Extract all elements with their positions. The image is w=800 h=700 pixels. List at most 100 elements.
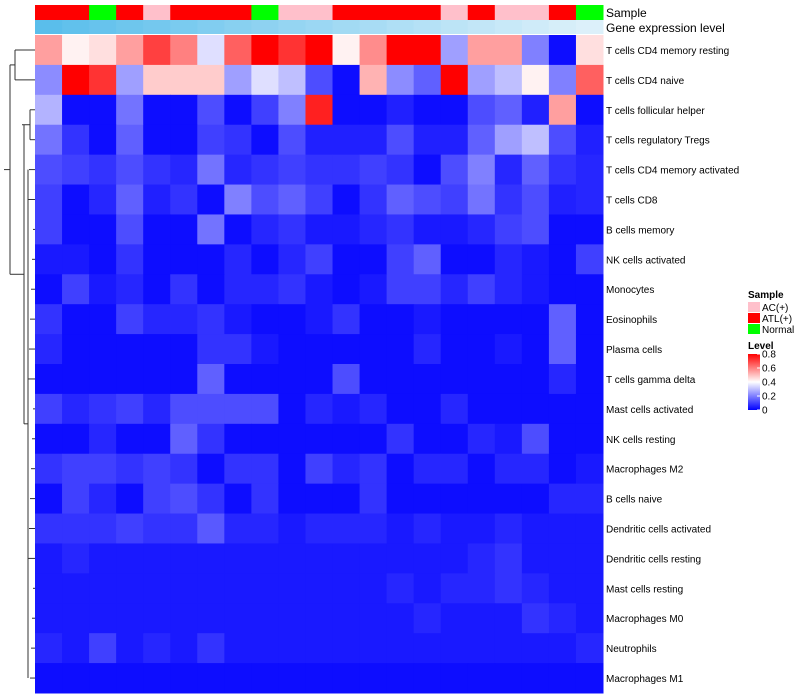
heatmap-cell [89, 64, 117, 96]
heatmap-cell [467, 35, 496, 66]
heatmap-cell [548, 393, 577, 425]
heatmap-cell [548, 304, 577, 335]
heatmap-cell [278, 603, 306, 634]
heatmap-cell [548, 663, 577, 694]
heatmap-cell [116, 94, 144, 126]
heatmap-cell [143, 603, 171, 634]
heatmap-cell [116, 64, 144, 96]
gene-expression-level-cell [62, 20, 90, 34]
heatmap-cell [251, 453, 279, 485]
heatmap-cell [251, 633, 279, 664]
heatmap-cell [494, 364, 523, 395]
heatmap-cell [224, 364, 252, 395]
heatmap-cell [440, 64, 469, 96]
heatmap-cell [251, 64, 279, 96]
heatmap-cell [575, 94, 604, 126]
heatmap-cell [251, 244, 279, 275]
heatmap-cell [440, 214, 469, 245]
heatmap-cell [116, 663, 144, 694]
heatmap-cell [467, 94, 496, 126]
heatmap-cell [494, 214, 523, 245]
heatmap-cell [170, 453, 198, 485]
heatmap-cell [143, 35, 171, 66]
heatmap-cell [224, 423, 252, 455]
heatmap-cell [494, 184, 523, 215]
heatmap-cell [62, 94, 90, 126]
heatmap-cell [143, 184, 171, 215]
heatmap-cell [305, 334, 334, 365]
heatmap-cell [521, 393, 550, 425]
heatmap-cell [332, 453, 361, 485]
heatmap-cell [89, 453, 117, 485]
heatmap-cell [35, 453, 63, 485]
heatmap-cell [35, 663, 63, 694]
heatmap-cell [197, 244, 225, 275]
heatmap-cell [359, 64, 388, 96]
heatmap-cell [251, 304, 279, 335]
heatmap-cell [413, 244, 442, 275]
gene-expression-level-cell [224, 20, 252, 34]
heatmap-cell [575, 214, 604, 245]
heatmap-cell [305, 94, 334, 126]
sample-annotation-bar [35, 5, 604, 20]
heatmap-cell [224, 154, 252, 186]
heatmap-cell [494, 94, 523, 126]
heatmap-cell [386, 124, 415, 156]
heatmap-cell [170, 393, 198, 425]
heatmap-cell [467, 274, 496, 305]
heatmap-cell [170, 543, 198, 574]
heatmap-cell [62, 393, 90, 425]
heatmap-cell [305, 154, 334, 186]
heatmap-cell [413, 274, 442, 305]
sample-annotation-cell [251, 5, 279, 20]
heatmap-cell [116, 35, 144, 66]
heatmap-cell [35, 603, 63, 634]
sample-annotation-cell [305, 5, 334, 20]
heatmap-cell [143, 483, 171, 515]
heatmap-cell [494, 393, 523, 425]
heatmap-cell [35, 483, 63, 515]
legend-sample-label: ATL(+) [762, 314, 792, 325]
heatmap-cell [521, 543, 550, 574]
heatmap-cell [116, 274, 144, 305]
heatmap-cell [224, 483, 252, 515]
sample-annotation-cell [467, 5, 496, 20]
heatmap-cell [548, 513, 577, 544]
row-label: NK cells activated [606, 255, 685, 266]
legend-level-tick-label: 0.2 [762, 392, 776, 403]
heatmap-cell [548, 603, 577, 634]
heatmap-cell [197, 543, 225, 574]
heatmap-cell [548, 573, 577, 604]
heatmap-cell [305, 244, 334, 275]
heatmap-cell [224, 184, 252, 215]
heatmap-cell [440, 124, 469, 156]
heatmap-cell [332, 573, 361, 604]
heatmap-cell [440, 304, 469, 335]
heatmap-cell [170, 184, 198, 215]
heatmap-cell [197, 35, 225, 66]
gene-expression-level-cell [116, 20, 144, 34]
heatmap-cell [440, 483, 469, 515]
legend-level-tick-label: 0 [762, 406, 768, 417]
heatmap-cell [548, 64, 577, 96]
heatmap-cell [62, 274, 90, 305]
heatmap-cell [332, 154, 361, 186]
heatmap-cell [278, 94, 306, 126]
heatmap-cell [305, 663, 334, 694]
heatmap-cell [197, 364, 225, 395]
heatmap-cell [143, 633, 171, 664]
heatmap-cell [413, 543, 442, 574]
heatmap-cell [197, 423, 225, 455]
heatmap-cell [413, 603, 442, 634]
heatmap-cell [143, 304, 171, 335]
row-label: B cells memory [606, 225, 674, 236]
heatmap-cell [224, 573, 252, 604]
heatmap-cell [467, 393, 496, 425]
heatmap-cell [89, 633, 117, 664]
legend-swatch [748, 313, 760, 323]
heatmap-cell [278, 124, 306, 156]
row-label: T cells gamma delta [606, 375, 696, 386]
heatmap-cell [116, 124, 144, 156]
heatmap-cell [440, 364, 469, 395]
heatmap-cell [440, 94, 469, 126]
